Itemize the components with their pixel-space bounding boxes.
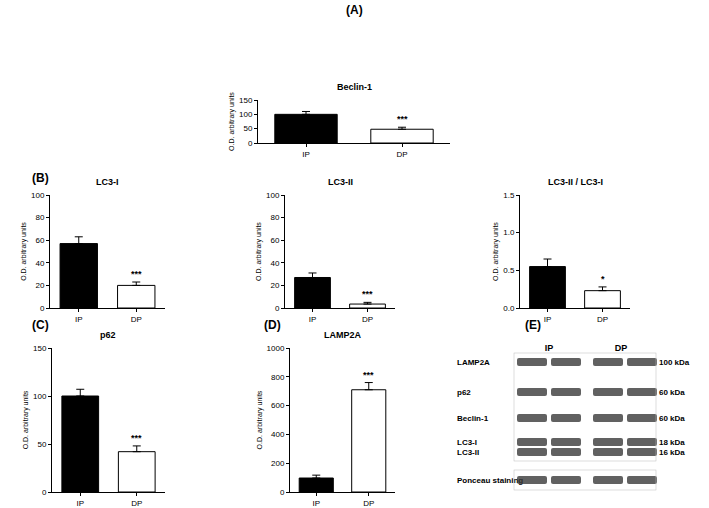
svg-text:20: 20: [270, 281, 279, 290]
svg-text:600: 600: [271, 401, 285, 410]
svg-text:LC3-I: LC3-I: [457, 438, 477, 447]
svg-text:50: 50: [243, 124, 252, 133]
svg-text:***: ***: [363, 370, 374, 380]
svg-text:0: 0: [275, 304, 280, 313]
svg-text:IP: IP: [76, 499, 84, 508]
svg-text:IP: IP: [544, 315, 552, 324]
svg-text:18 kDa: 18 kDa: [659, 438, 685, 447]
svg-text:DP: DP: [131, 499, 142, 508]
svg-text:IP: IP: [75, 315, 83, 324]
svg-text:LC3-II / LC3-I: LC3-II / LC3-I: [548, 177, 603, 187]
svg-text:*: *: [601, 274, 605, 284]
svg-text:Beclin-1: Beclin-1: [337, 82, 372, 92]
svg-text:80: 80: [35, 213, 44, 222]
svg-text:(C): (C): [32, 318, 49, 332]
svg-text:100: 100: [266, 191, 280, 200]
svg-text:DP: DP: [363, 499, 374, 508]
svg-text:60 kDa: 60 kDa: [659, 414, 685, 423]
svg-text:DP: DP: [597, 315, 608, 324]
svg-text:60: 60: [35, 236, 44, 245]
svg-text:0: 0: [248, 139, 253, 148]
svg-text:LAMP2A: LAMP2A: [457, 358, 490, 367]
svg-text:LAMP2A: LAMP2A: [324, 330, 362, 340]
svg-text:O.D. arbitrary units: O.D. arbitrary units: [20, 222, 28, 281]
svg-text:20: 20: [35, 281, 44, 290]
svg-text:DP: DP: [362, 315, 373, 324]
svg-text:O.D. arbitrary units: O.D. arbitrary units: [228, 92, 236, 151]
svg-text:***: ***: [131, 269, 142, 279]
svg-text:(D): (D): [264, 318, 281, 332]
svg-text:80: 80: [270, 213, 279, 222]
svg-text:IP: IP: [302, 150, 310, 159]
svg-text:16 kDa: 16 kDa: [659, 448, 685, 457]
svg-text:40: 40: [35, 259, 44, 268]
svg-text:0.0: 0.0: [503, 304, 515, 313]
svg-text:O.D. arbitrary units: O.D. arbitrary units: [22, 390, 30, 449]
svg-text:O.D. arbitrary units: O.D. arbitrary units: [256, 390, 264, 449]
svg-text:60 kDa: 60 kDa: [659, 388, 685, 397]
svg-text:0: 0: [280, 488, 285, 497]
svg-text:IP: IP: [545, 343, 554, 353]
svg-text:LC3-II: LC3-II: [457, 448, 479, 457]
svg-text:IP: IP: [309, 315, 317, 324]
svg-text:O.D. arbitrary units: O.D. arbitrary units: [255, 222, 263, 281]
svg-text:0.5: 0.5: [503, 266, 515, 275]
svg-text:p62: p62: [457, 388, 471, 397]
svg-text:100: 100: [33, 392, 47, 401]
svg-text:***: ***: [397, 114, 408, 124]
svg-text:1.5: 1.5: [503, 191, 515, 200]
svg-text:***: ***: [362, 289, 373, 299]
svg-text:800: 800: [271, 373, 285, 382]
svg-text:40: 40: [270, 259, 279, 268]
svg-text:LC3-II: LC3-II: [328, 177, 353, 187]
svg-text:DP: DP: [396, 150, 407, 159]
svg-text:(E): (E): [525, 318, 541, 332]
svg-text:O.D. arbitrary units: O.D. arbitrary units: [492, 222, 500, 281]
svg-text:***: ***: [131, 433, 142, 443]
svg-text:IP: IP: [312, 499, 320, 508]
svg-text:1.0: 1.0: [503, 228, 515, 237]
svg-text:400: 400: [271, 430, 285, 439]
svg-text:LC3-I: LC3-I: [96, 177, 119, 187]
svg-text:150: 150: [239, 96, 253, 105]
svg-text:(A): (A): [346, 3, 363, 17]
svg-text:150: 150: [33, 344, 47, 353]
svg-text:1000: 1000: [267, 344, 285, 353]
svg-text:p62: p62: [100, 330, 116, 340]
svg-text:100: 100: [239, 110, 253, 119]
svg-text:(B): (B): [32, 171, 49, 185]
svg-text:DP: DP: [131, 315, 142, 324]
svg-text:50: 50: [37, 440, 46, 449]
svg-text:Ponceau staining: Ponceau staining: [457, 476, 523, 485]
svg-text:Beclin-1: Beclin-1: [457, 414, 489, 423]
svg-text:200: 200: [271, 459, 285, 468]
svg-text:100: 100: [31, 191, 45, 200]
svg-text:0: 0: [42, 488, 47, 497]
svg-text:60: 60: [270, 236, 279, 245]
svg-text:0: 0: [40, 304, 45, 313]
svg-text:DP: DP: [615, 343, 628, 353]
svg-text:100 kDa: 100 kDa: [659, 358, 690, 367]
